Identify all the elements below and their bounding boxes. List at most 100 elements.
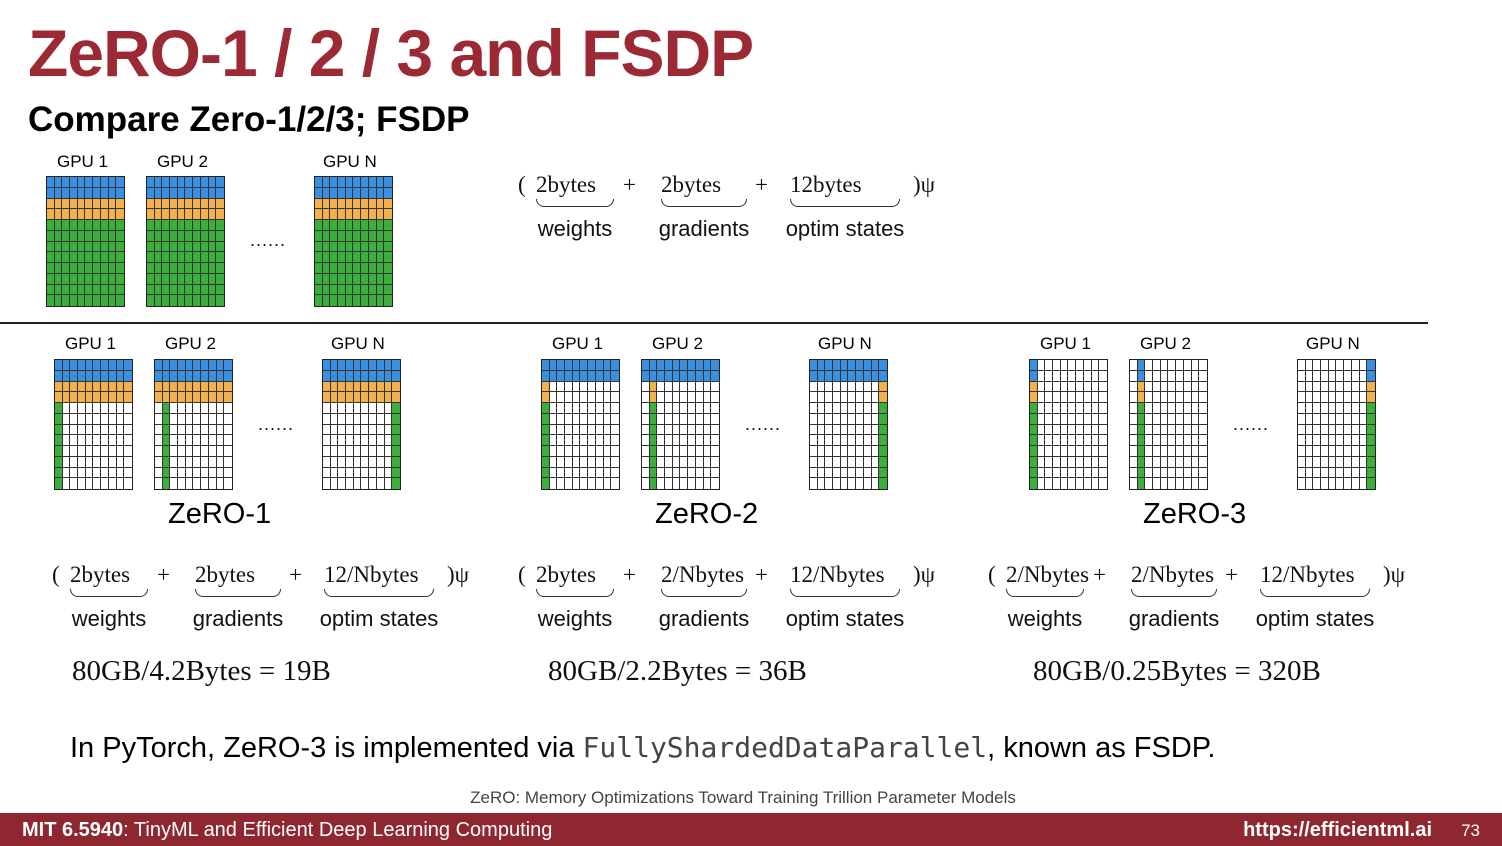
formula-paren-open: ( xyxy=(52,562,60,587)
memory-cell xyxy=(1076,435,1084,446)
memory-cell xyxy=(208,413,217,425)
memory-cell xyxy=(542,403,550,414)
memory-cell xyxy=(588,413,596,425)
memory-cell xyxy=(116,187,124,199)
memory-cell xyxy=(565,360,573,371)
memory-cell xyxy=(1321,435,1329,446)
memory-cell xyxy=(154,273,163,285)
memory-cell xyxy=(369,403,377,414)
memory-cell xyxy=(170,284,178,296)
capacity-calc: 80GB/2.2Bytes = 36B xyxy=(548,655,807,687)
memory-cell xyxy=(688,478,696,489)
memory-cell xyxy=(1130,403,1138,414)
memory-cell xyxy=(1068,370,1077,382)
memory-cell xyxy=(338,295,346,306)
memory-cell xyxy=(688,467,696,479)
memory-cell xyxy=(376,241,385,253)
memory-cell xyxy=(384,241,392,253)
memory-cell xyxy=(1313,403,1322,414)
memory-cell xyxy=(315,230,323,242)
memory-cell xyxy=(1359,456,1368,468)
memory-cell xyxy=(642,381,650,393)
memory-cell xyxy=(1168,456,1177,468)
memory-cell xyxy=(1160,392,1169,403)
memory-cell xyxy=(557,381,566,393)
memory-cell xyxy=(70,456,79,468)
memory-cell xyxy=(216,273,224,285)
memory-cell xyxy=(54,252,63,263)
memory-cell xyxy=(649,456,658,468)
memory-cell xyxy=(93,370,102,382)
memory-cell xyxy=(863,392,872,403)
memory-cell xyxy=(657,456,666,468)
ellipsis: ...... xyxy=(250,230,287,250)
site-link[interactable]: https://efficientml.ai xyxy=(1243,819,1432,841)
memory-cell xyxy=(703,413,712,425)
memory-cell xyxy=(611,456,619,468)
memory-cell xyxy=(572,360,581,371)
memory-cell xyxy=(55,403,63,414)
memory-cell xyxy=(353,435,362,446)
memory-cell xyxy=(1045,360,1054,371)
memory-cell xyxy=(100,220,109,231)
memory-cell xyxy=(657,424,666,436)
gpu-memory-grid xyxy=(1029,359,1108,490)
memory-cell xyxy=(185,209,194,220)
formula-term-value: 12/Nbytes xyxy=(1260,562,1355,587)
memory-cell xyxy=(1076,456,1084,468)
gpu-label: GPU N xyxy=(323,152,377,171)
memory-cell xyxy=(85,392,94,403)
memory-cell xyxy=(185,177,194,188)
memory-cell xyxy=(322,241,331,253)
memory-cell xyxy=(580,360,589,371)
memory-cell xyxy=(85,241,94,253)
memory-cell xyxy=(1298,456,1306,468)
memory-cell xyxy=(193,198,201,210)
memory-cell xyxy=(85,370,94,382)
memory-cell xyxy=(688,424,696,436)
memory-cell xyxy=(353,220,362,231)
memory-cell xyxy=(657,403,666,414)
memory-cell xyxy=(848,446,857,457)
under-brace xyxy=(324,589,434,597)
gpu-memory-grid xyxy=(46,176,125,307)
formula-paren-close: )ψ xyxy=(913,172,936,197)
memory-cell xyxy=(611,360,619,371)
memory-cell xyxy=(55,392,63,403)
memory-cell xyxy=(208,252,217,263)
memory-cell xyxy=(810,370,818,382)
memory-cell xyxy=(1191,360,1200,371)
memory-cell xyxy=(1091,478,1100,489)
memory-cell xyxy=(70,241,78,253)
memory-cell xyxy=(1153,413,1161,425)
memory-cell xyxy=(1130,446,1138,457)
memory-cell xyxy=(642,456,650,468)
memory-cell xyxy=(368,241,377,253)
memory-cell xyxy=(93,187,101,199)
memory-cell xyxy=(124,381,132,393)
memory-cell xyxy=(588,403,596,414)
memory-cell xyxy=(338,403,347,414)
memory-cell xyxy=(155,446,163,457)
memory-cell xyxy=(572,478,581,489)
citation: ZeRO: Memory Optimizations Toward Traini… xyxy=(470,788,1016,807)
memory-cell xyxy=(330,403,339,414)
memory-cell xyxy=(154,295,163,306)
memory-cell xyxy=(101,360,109,371)
gpu-label: GPU 2 xyxy=(652,334,704,353)
memory-cell xyxy=(1037,413,1046,425)
memory-cell xyxy=(62,413,71,425)
memory-cell xyxy=(1183,370,1192,382)
memory-cell xyxy=(101,446,109,457)
memory-cell xyxy=(200,263,209,274)
memory-cell xyxy=(178,413,186,425)
memory-cell xyxy=(338,478,347,489)
memory-cell xyxy=(47,241,55,253)
course-title: MIT 6.5940: TinyML and Efficient Deep Le… xyxy=(22,819,552,842)
memory-cell xyxy=(879,467,887,479)
memory-cell xyxy=(185,403,194,414)
memory-cell xyxy=(1053,360,1061,371)
memory-cell xyxy=(711,403,719,414)
memory-cell xyxy=(338,209,346,220)
memory-cell xyxy=(77,241,86,253)
